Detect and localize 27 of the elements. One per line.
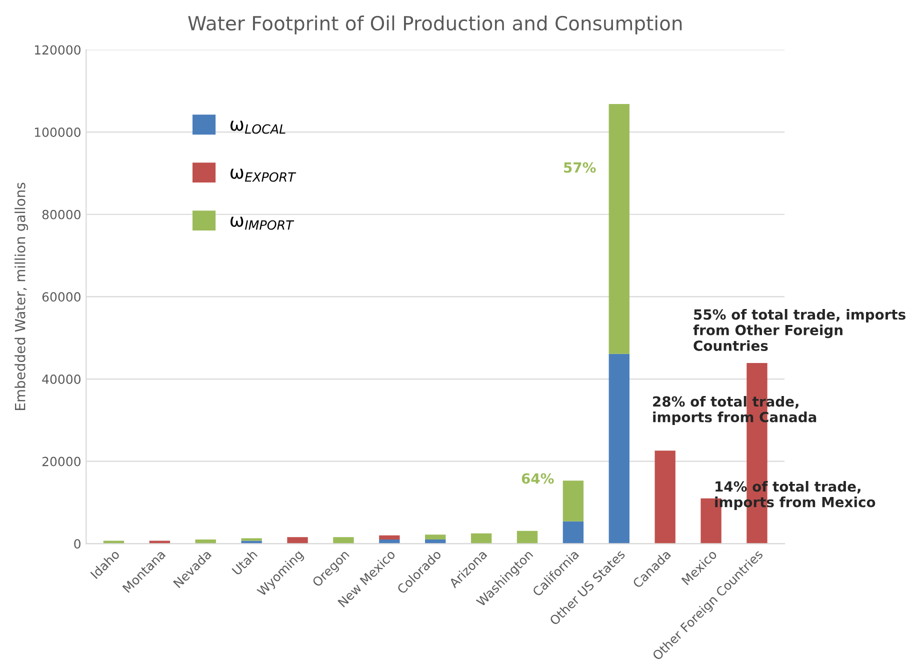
y-tick-label: 120000 [34, 45, 80, 55]
bar [562, 480, 584, 522]
annotation: 55% of total trade, imports from Other Foreign Countries [693, 309, 906, 351]
bar [470, 533, 492, 544]
y-tick-label: 0 [74, 539, 80, 549]
annotation: 57% [564, 162, 596, 173]
y-tick-label: 80000 [42, 210, 80, 220]
legend-label: ω$_{EXPORT}$ [230, 168, 296, 182]
bar [425, 534, 446, 540]
annotation: 64% [522, 473, 554, 484]
bar [654, 450, 676, 544]
y-tick-label: 100000 [34, 128, 80, 137]
bar [608, 104, 630, 354]
bar [516, 530, 538, 544]
bar [562, 521, 584, 544]
bar [333, 537, 354, 544]
bar [287, 537, 308, 544]
y-tick-label: 60000 [42, 292, 80, 302]
legend-label: ω$_{IMPORT}$ [230, 216, 294, 230]
chart-title: Water Footprint of Oil Production and Consumption [188, 16, 682, 34]
bar [608, 354, 630, 544]
y-axis-title: Embedded Water, million gallons [14, 182, 28, 410]
bar [241, 538, 262, 541]
y-tick-label: 40000 [42, 374, 80, 384]
legend-label: ω$_{LOCAL}$ [230, 120, 286, 134]
y-tick-label: 20000 [42, 456, 80, 466]
bar [379, 535, 400, 540]
